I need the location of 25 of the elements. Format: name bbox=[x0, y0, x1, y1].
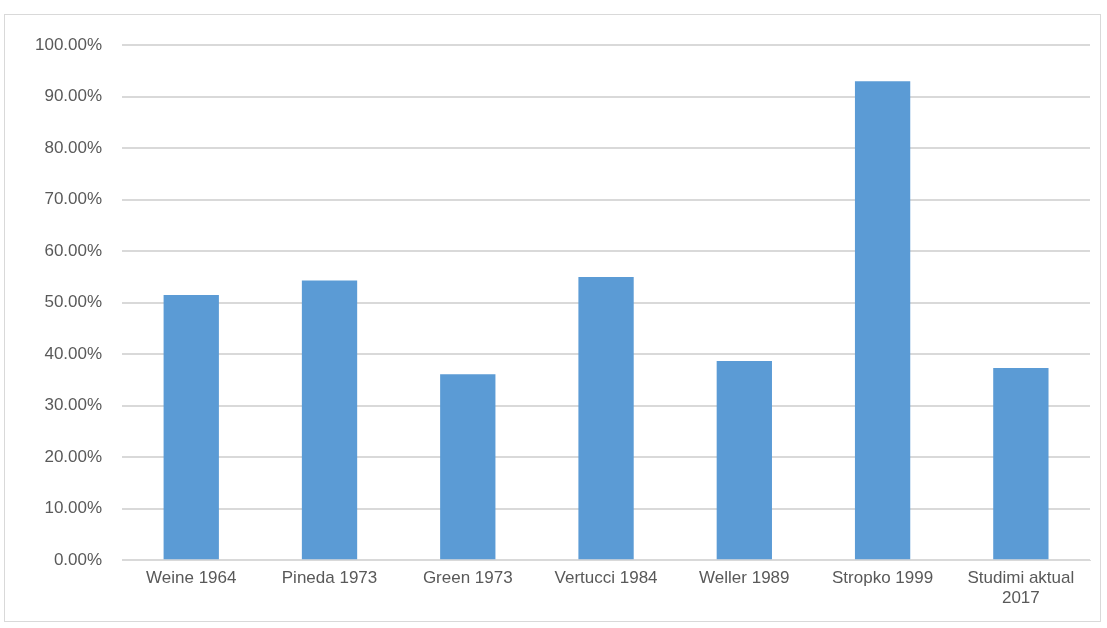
y-tick-label: 80.00% bbox=[44, 137, 103, 157]
x-tick-label: Pineda 1973 bbox=[281, 568, 378, 588]
x-tick-label: Green 1973 bbox=[422, 568, 513, 588]
bar bbox=[301, 280, 358, 560]
x-tick-label: Weller 1989 bbox=[699, 568, 790, 588]
y-tick-label: 70.00% bbox=[44, 189, 103, 209]
y-tick-label: 20.00% bbox=[44, 446, 103, 466]
bar bbox=[993, 368, 1049, 560]
y-tick-label: 40.00% bbox=[44, 343, 103, 363]
y-tick-label: 50.00% bbox=[44, 292, 103, 312]
x-tick-label: Studimi aktual 2017 bbox=[967, 568, 1075, 608]
y-tick-label: 0.00% bbox=[53, 549, 103, 569]
x-tick-label: Weine 1964 bbox=[146, 568, 237, 588]
y-tick-label: 60.00% bbox=[44, 240, 103, 260]
y-tick-label: 100.00% bbox=[34, 34, 103, 54]
bar bbox=[163, 294, 219, 560]
bar bbox=[716, 360, 772, 560]
x-tick-label: Vertucci 1984 bbox=[554, 568, 658, 588]
bar bbox=[854, 81, 911, 560]
y-tick-label: 30.00% bbox=[44, 395, 103, 415]
x-tick-label: Stropko 1999 bbox=[832, 568, 934, 588]
y-tick-label: 10.00% bbox=[44, 498, 103, 518]
bar bbox=[578, 276, 634, 560]
y-tick-label: 90.00% bbox=[44, 86, 103, 106]
bar bbox=[440, 374, 496, 560]
